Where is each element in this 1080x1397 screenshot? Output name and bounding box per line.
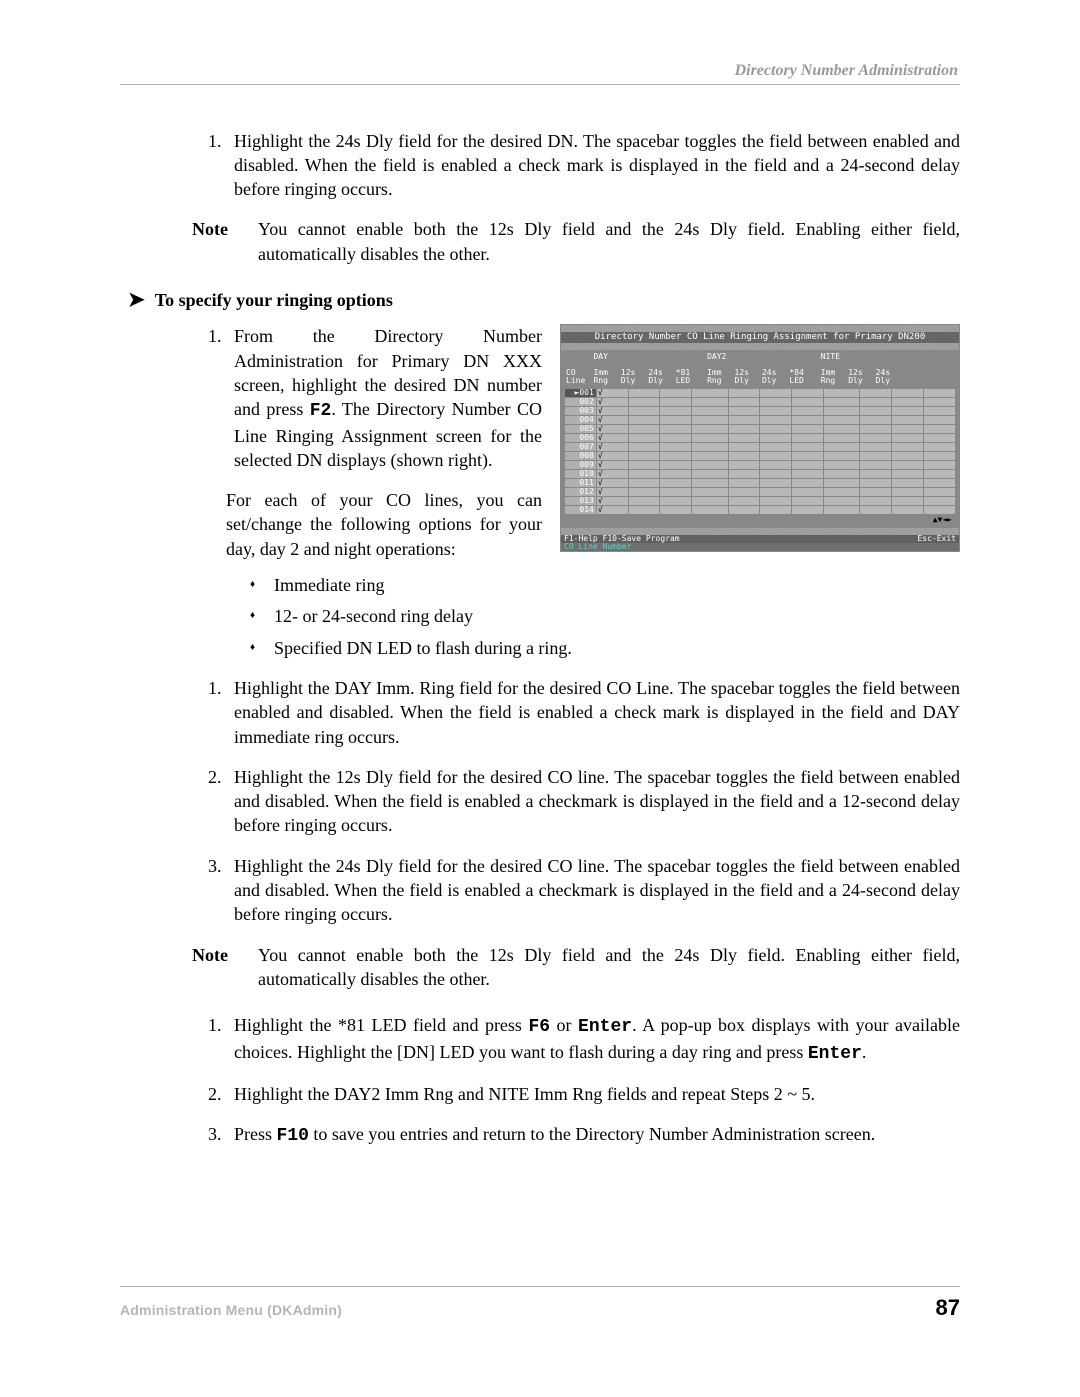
terminal-screenshot: Directory Number CO Line Ringing Assignm…	[560, 324, 960, 552]
note-text-2: You cannot enable both the 12s Dly field…	[258, 943, 960, 992]
step-4b: Highlight the 24s Dly field for the desi…	[226, 854, 960, 927]
terminal-co-line: 003	[565, 407, 597, 416]
step-5: Highlight the *81 LED field and press F6…	[226, 1013, 960, 1066]
terminal-column-header: *84 LED	[787, 361, 818, 385]
step-2: Highlight the DAY Imm. Ring field for th…	[226, 676, 960, 749]
terminal-co-line: 002	[565, 398, 597, 407]
step-3: Highlight the 12s Dly field for the desi…	[226, 765, 960, 838]
terminal-co-line: ►001	[565, 389, 597, 398]
terminal-column-header: 24s Dly	[760, 361, 787, 385]
terminal-column-header: Imm Rng	[705, 361, 732, 385]
step-7: Press F10 to save you entries and return…	[226, 1122, 960, 1148]
terminal-co-line: 008	[565, 452, 597, 461]
terminal-co-line: 012	[565, 488, 597, 497]
step-6: Highlight the DAY2 Imm Rng and NITE Imm …	[226, 1082, 960, 1106]
terminal-column-header: Imm Rng	[819, 361, 846, 385]
terminal-co-line: 013	[565, 497, 597, 506]
header-section-label: Directory Number Administration	[120, 60, 960, 82]
bullet-3: Specified DN LED to flash during a ring.	[250, 636, 960, 660]
section-heading: ➤ To specify your ringing options	[120, 288, 960, 312]
section-heading-text: To specify your ringing options	[155, 288, 393, 312]
terminal-co-line: 011	[565, 479, 597, 488]
terminal-co-line: 010	[565, 470, 597, 479]
bullet-1: Immediate ring	[250, 573, 960, 597]
note-label-2: Note	[192, 943, 258, 992]
terminal-column-header: 12s Dly	[619, 361, 646, 385]
footer-left: Administration Menu (DKAdmin)	[120, 1301, 342, 1320]
terminal-column-header: 24s Dly	[874, 361, 901, 385]
terminal-column-header: *81 LED	[674, 361, 705, 385]
terminal-column-header: Imm Rng	[591, 361, 618, 385]
terminal-co-line: 004	[565, 416, 597, 425]
arrow-icon: ➤	[128, 290, 145, 310]
terminal-title: Directory Number CO Line Ringing Assignm…	[561, 332, 959, 343]
key-f6: F6	[528, 1017, 550, 1037]
terminal-co-line: 006	[565, 434, 597, 443]
key-f10: F10	[277, 1126, 309, 1146]
key-f2: F2	[310, 401, 332, 421]
key-enter: Enter	[578, 1017, 632, 1037]
step-4: Highlight the 24s Dly field for the desi…	[226, 129, 960, 202]
terminal-column-header: 24s Dly	[646, 361, 673, 385]
bullet-2: 12- or 24-second ring delay	[250, 604, 960, 628]
terminal-footer-status: CO Line Number	[561, 543, 959, 551]
note-label: Note	[192, 217, 258, 266]
terminal-co-line: 007	[565, 443, 597, 452]
terminal-column-header: 12s Dly	[733, 361, 760, 385]
note-text: You cannot enable both the 12s Dly field…	[258, 217, 960, 266]
terminal-co-line: 014	[565, 506, 597, 515]
page-number: 87	[936, 1293, 960, 1323]
terminal-nav-indicator: ▲▼◄►	[564, 515, 956, 525]
terminal-co-line: 005	[565, 425, 597, 434]
terminal-footer-esc: Esc-Exit	[917, 535, 956, 543]
terminal-column-header: CO Line	[564, 361, 591, 385]
terminal-column-header: 12s Dly	[846, 361, 873, 385]
key-enter-2: Enter	[808, 1044, 862, 1064]
terminal-co-line: 009	[565, 461, 597, 470]
